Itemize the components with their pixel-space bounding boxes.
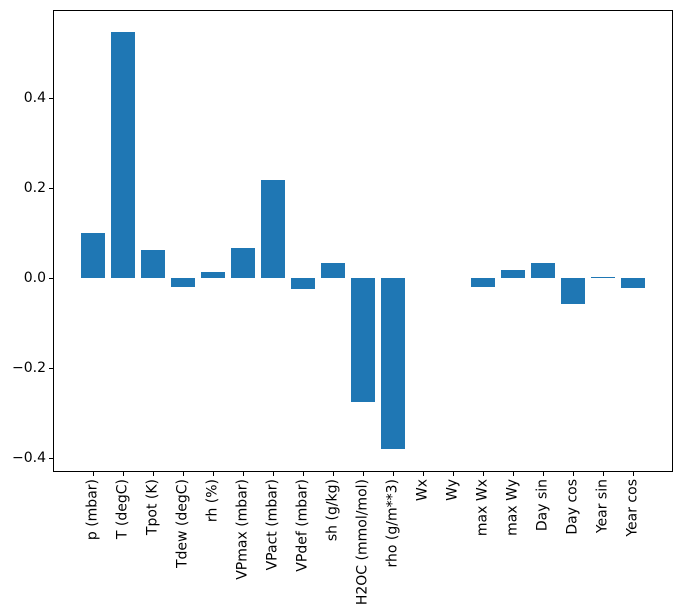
bar-max-wx <box>470 278 495 288</box>
bar-day-cos <box>560 278 585 305</box>
bar-year-cos <box>620 278 645 289</box>
bar-vpmax-mbar <box>231 247 256 279</box>
x-tick-label-wrap: Wy <box>444 479 461 501</box>
x-tick-label: Tdew (degC) <box>174 479 191 569</box>
x-tick-label: VPmax (mbar) <box>234 479 251 580</box>
y-tick-mark <box>49 98 53 100</box>
x-tick-label-wrap: max Wy <box>504 479 521 536</box>
x-tick-label-wrap: VPact (mbar) <box>265 479 282 570</box>
x-tick-mark <box>333 472 335 476</box>
x-tick-label: rh (%) <box>204 479 221 523</box>
x-tick-label: Day cos <box>564 479 581 535</box>
x-tick-mark <box>213 472 215 476</box>
x-tick-label-wrap: Day sin <box>534 479 551 531</box>
bar-h2oc-mmol-mol <box>351 278 375 403</box>
x-tick-mark <box>363 472 364 476</box>
x-tick-label: sh (g/kg) <box>324 479 341 542</box>
x-tick-mark <box>273 472 275 476</box>
x-tick-label: max Wy <box>504 479 521 536</box>
x-tick-label-wrap: Year sin <box>594 479 611 533</box>
x-tick-label: VPdef (mbar) <box>294 479 311 572</box>
bar-max-wy <box>500 270 525 279</box>
x-tick-mark <box>243 472 245 476</box>
x-tick-label-wrap: T (degC) <box>115 479 132 539</box>
x-tick-mark <box>482 472 484 476</box>
x-tick-mark <box>602 472 604 476</box>
y-tick-mark <box>49 278 53 280</box>
x-tick-mark <box>512 472 514 476</box>
x-tick-mark <box>183 472 185 476</box>
x-tick-label: rho (g/m**3) <box>384 479 401 568</box>
x-tick-label-wrap: sh (g/kg) <box>325 479 342 541</box>
x-tick-label-wrap: Year cos <box>624 479 641 537</box>
x-tick-mark <box>632 472 634 476</box>
x-tick-label: Year cos <box>624 479 641 537</box>
x-tick-label-wrap: Tpot (K) <box>145 479 162 535</box>
x-tick-mark <box>542 472 544 476</box>
x-tick-label-wrap: H2OC (mmol/mol) <box>355 479 372 605</box>
x-tick-label: Year sin <box>594 479 611 534</box>
x-tick-label-wrap: VPdef (mbar) <box>295 479 312 572</box>
x-tick-label: Wy <box>444 479 461 501</box>
x-tick-label-wrap: VPmax (mbar) <box>235 479 252 580</box>
x-tick-mark <box>303 472 305 476</box>
bar-rh <box>201 272 226 279</box>
bar-tdew-degc <box>171 278 196 288</box>
y-tick-mark <box>49 458 53 460</box>
x-tick-label-wrap: p (mbar) <box>85 479 102 540</box>
bar-vpdef-mbar <box>291 278 316 290</box>
bar-day-sin <box>530 262 555 279</box>
x-tick-mark <box>93 472 95 476</box>
y-tick-label: −0.4 <box>12 450 46 467</box>
bar-rho-g-m-3 <box>380 278 405 450</box>
x-tick-label: H2OC (mmol/mol) <box>354 479 371 606</box>
bar-year-sin <box>590 276 615 279</box>
bar-sh-g-kg <box>321 262 345 279</box>
x-tick-label: Day sin <box>534 479 551 532</box>
x-tick-mark <box>153 472 155 476</box>
x-tick-label: Tpot (K) <box>144 479 161 536</box>
plot-area <box>53 10 673 472</box>
y-tick-label: 0.4 <box>23 90 46 107</box>
x-tick-label-wrap: max Wx <box>474 479 491 536</box>
bar-tpot-k <box>141 249 166 279</box>
y-tick-mark <box>49 368 53 370</box>
y-tick-mark <box>49 188 53 190</box>
x-tick-label-wrap: Day cos <box>564 479 581 535</box>
x-tick-mark <box>572 472 574 476</box>
x-tick-label: Wx <box>414 479 431 502</box>
y-tick-label: −0.2 <box>12 360 46 377</box>
bar-t-degc <box>111 31 136 279</box>
x-tick-label-wrap: Tdew (degC) <box>175 479 192 568</box>
x-tick-label: T (degC) <box>114 479 131 540</box>
x-tick-label-wrap: Wx <box>414 479 431 501</box>
y-tick-label: 0.0 <box>23 270 46 287</box>
x-tick-label: p (mbar) <box>84 479 101 541</box>
x-tick-label-wrap: rho (g/m**3) <box>384 479 401 567</box>
x-tick-label: max Wx <box>474 479 491 537</box>
bar-vpact-mbar <box>261 179 286 279</box>
x-tick-label: VPact (mbar) <box>264 479 281 571</box>
x-tick-mark <box>452 472 454 476</box>
x-tick-label-wrap: rh (%) <box>205 479 222 522</box>
x-tick-mark <box>392 472 394 476</box>
bar-p-mbar <box>81 233 106 279</box>
y-tick-label: 0.2 <box>23 180 46 197</box>
x-tick-mark <box>123 472 125 476</box>
x-tick-mark <box>422 472 424 476</box>
